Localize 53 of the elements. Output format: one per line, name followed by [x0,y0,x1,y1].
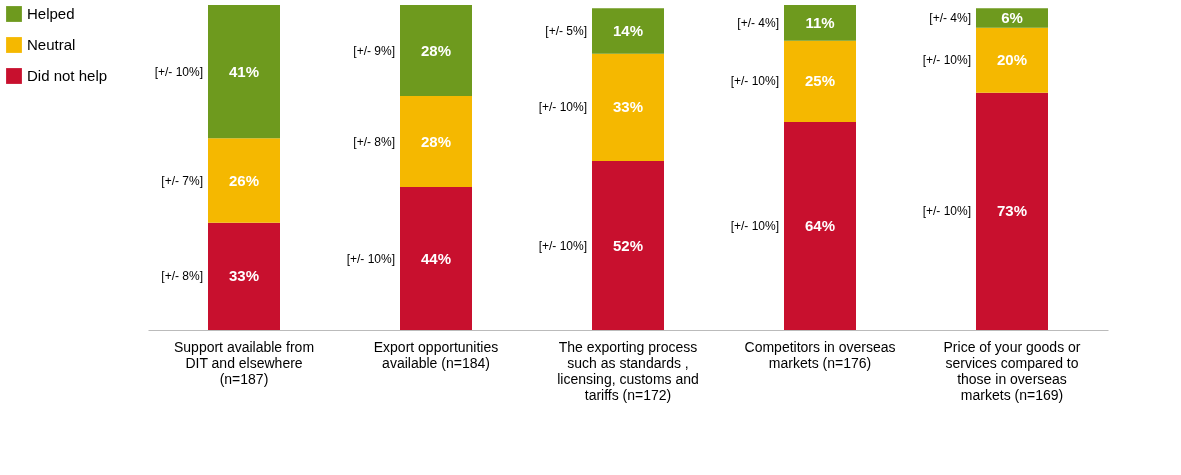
data-label: 28% [420,132,452,150]
data-label: 6% [1001,9,1023,26]
data-label: 26% [228,171,260,189]
bar [784,5,856,41]
annotation: [+/- 9%] [353,43,395,58]
bar [400,187,472,330]
annotation: [+/- 4%] [737,15,779,30]
bar [400,96,472,187]
bar [976,27,1048,93]
data-label: 11% [805,13,835,31]
bar [592,8,664,54]
annotation: [+/- 5%] [545,24,587,38]
bar [592,53,664,161]
legend-label: Helped [27,5,75,22]
x-tick-label: Competitors in overseas markets (n=176) [744,338,896,371]
annotation: [+/- 10%] [538,100,587,115]
data-label: 28% [420,41,452,59]
annotation: [+/- 10%] [922,53,971,68]
bar [976,8,1048,28]
data-label: 33% [612,98,644,116]
bar [784,40,856,122]
annotation: [+/- 7%] [161,173,203,188]
data-label: 14% [612,22,644,39]
annotation: [+/- 10%] [346,251,395,266]
data-label: 25% [804,72,836,90]
data-label: 33% [228,267,260,285]
x-tick-label: Export opportunities available (n=184) [373,338,499,371]
legend-label: Did not help [27,67,108,84]
data-label: 73% [996,202,1028,220]
x-tick-label: Support available from DIT and elsewhere (n=187) [173,338,315,387]
annotation: [+/- 10%] [538,238,587,253]
bar [400,5,472,96]
legend-label: Neutral [27,36,76,53]
annotation: [+/- 10%] [154,64,203,79]
x-tick-label: Price of your goods or services compared to those in overseas markets (n=169) [943,338,1081,403]
bar [208,5,280,139]
annotation: [+/- 8%] [161,269,203,284]
annotation: [+/- 4%] [929,11,971,25]
annotation: [+/- 10%] [730,74,779,89]
bar [784,122,856,330]
bar [208,222,280,330]
data-label: 44% [420,249,452,267]
bar [976,92,1048,330]
annotation: [+/- 8%] [353,134,395,149]
data-label: 41% [228,62,260,80]
bar [208,138,280,223]
data-label: 20% [996,51,1028,69]
annotation: [+/- 10%] [922,204,971,219]
annotation: [+/- 10%] [730,219,779,233]
bar [592,161,664,330]
data-label: 64% [804,217,836,234]
x-tick-label: The exporting process such as standards , licensing, customs and tariffs (n=172) [557,338,699,403]
data-label: 52% [612,236,644,254]
